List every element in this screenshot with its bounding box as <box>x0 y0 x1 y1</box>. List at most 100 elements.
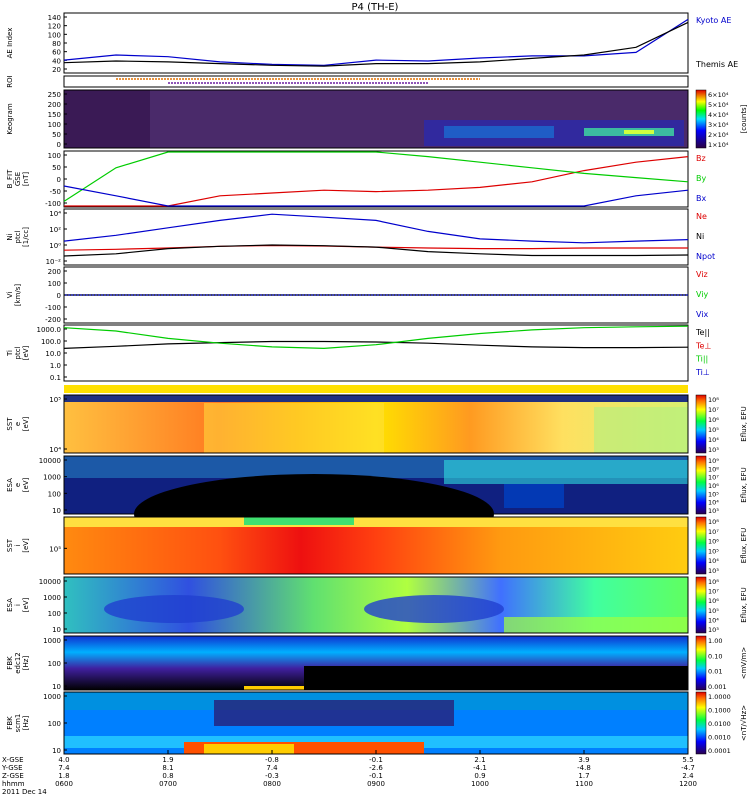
fbk_e-colorbar-label-group: <mV/m> <box>740 647 748 680</box>
keogram-ylabel-group: Keogram <box>6 103 14 134</box>
temperature-series-line <box>63 325 689 350</box>
density-series-line <box>63 213 689 244</box>
esa_e-ylabel: ESA <box>6 478 14 492</box>
sst-i-green <box>244 517 354 525</box>
xaxis-hhmm: 0600 <box>55 780 73 788</box>
bfgm-ylabel: [nT] <box>22 172 30 186</box>
keogram-colorbar-tick: 5×10⁴ <box>708 101 729 109</box>
fbk_b-ytick: 100 <box>48 720 61 728</box>
keogram-heatmap <box>64 90 688 148</box>
esa_e-ytick: 10000 <box>39 457 61 465</box>
density-ylabel: [1/cc] <box>22 227 30 247</box>
esa_i-colorbar-tick: 10⁸ <box>708 578 719 586</box>
density-ylabel-group: Ni ptcl [1/cc] <box>6 227 30 247</box>
esa_i-ylabel-group: ESA i [eV] <box>6 597 30 612</box>
esa_e-ytick: 1000 <box>43 474 61 482</box>
temperature-legend-entry: Ti⊥ <box>695 368 710 377</box>
esa_e-ytick: 10 <box>52 507 61 515</box>
velocity-ytick: 100 <box>48 280 61 288</box>
ae-ytick: 40 <box>52 57 61 65</box>
temperature-series-line <box>63 340 689 349</box>
sst_i-colorbar-tick: 10⁷ <box>708 528 719 536</box>
keogram-colorbar-tick: 3×10⁴ <box>708 121 729 129</box>
ae-ytick: 100 <box>48 31 61 39</box>
xaxis-zgse: 0.9 <box>474 772 485 780</box>
keogram-ytick: 50 <box>52 131 61 139</box>
sst_e-colorbar-label: Eflux, EFU <box>740 406 748 441</box>
fbk_b-ylabel: FBK <box>6 716 14 730</box>
sst_e-colorbar-tick: 10⁶ <box>708 416 719 424</box>
density-lines <box>63 213 689 257</box>
esa_i-colorbar-tick: 10³ <box>708 626 719 634</box>
fbk_b-ytick: 10 <box>52 747 61 755</box>
fbk_b-colorbar-tick: 0.0100 <box>708 720 731 728</box>
roi-ylabel: ROI <box>6 75 14 87</box>
density-ytick: 10² <box>49 226 61 234</box>
xaxis-ygse: -2.6 <box>369 764 383 772</box>
quality-strip <box>64 385 688 393</box>
esa_i-colorbar <box>695 576 707 634</box>
bfgm-ytick: 100 <box>48 152 61 160</box>
esa_e-colorbar-tick: 10³ <box>708 507 719 515</box>
sst_e-colorbar-label-group: Eflux, EFU <box>740 406 748 441</box>
fbk_b-ylabel-group: FBK scm1 [Hz] <box>6 714 30 733</box>
density-ylabel: Ni <box>6 233 14 240</box>
velocity-legend-entry: Vix <box>696 310 709 319</box>
bfgm-series-line <box>63 151 689 202</box>
xaxis-xgse: 1.9 <box>162 756 173 764</box>
sst_i-colorbar-tick: 10⁴ <box>708 557 719 565</box>
fbk-b-yellow <box>204 744 294 754</box>
temperature-ytick: 100.0 <box>41 338 61 346</box>
esa_e-ylabel: [eV] <box>22 477 30 492</box>
sst_e-heatmap <box>64 395 688 453</box>
bfgm-ytick: -50 <box>50 188 61 196</box>
esa_i-ylabel: ESA <box>6 598 14 612</box>
keogram-ytick: 0 <box>57 141 61 149</box>
esa_e-colorbar <box>695 455 707 515</box>
temperature-ytick: 1.0 <box>50 362 61 370</box>
bfgm-ylabel-group: B_FIT GSE [nT] <box>6 169 30 188</box>
keogram-arc <box>624 130 654 134</box>
sst_i-ylabel: [eV] <box>22 538 30 553</box>
density-legend-entry: Npot <box>696 252 715 261</box>
xaxis-zgse: 0.8 <box>162 772 173 780</box>
keogram-ytick: 100 <box>48 121 61 129</box>
esa_e-colorbar-tick: 10⁸ <box>708 465 719 473</box>
esa-i-blob <box>364 595 504 623</box>
keogram-colorbar-tick: 1×10⁴ <box>708 141 729 149</box>
esa_i-frame <box>63 576 689 634</box>
ae-ytick: 80 <box>52 40 61 48</box>
keogram-ytick: 150 <box>48 111 61 119</box>
sst_i-colorbar-tick: 10⁸ <box>708 518 719 526</box>
fbk_b-heatmap <box>64 692 688 754</box>
fbk_e-colorbar-tick: 0.01 <box>708 668 722 676</box>
keogram-colorbar <box>695 89 707 149</box>
fbk_e-ylabel: [Hz] <box>22 656 30 671</box>
keogram-ytick: 250 <box>48 91 61 99</box>
xaxis-row-label: Y-GSE <box>1 764 23 772</box>
keogram-arc <box>444 126 554 138</box>
fbk-b-dark <box>214 700 454 726</box>
temperature-legend-entry: Te|| <box>695 328 710 337</box>
xaxis-hhmm: 0700 <box>159 780 177 788</box>
fbk_b-colorbar-tick: 0.0001 <box>708 747 731 755</box>
fbk_e-colorbar-label: <mV/m> <box>740 647 748 680</box>
temperature-legend-entry: Te⊥ <box>695 341 711 350</box>
temperature-ylabel: Ti <box>6 350 14 357</box>
velocity-ytick: 0 <box>57 292 61 300</box>
sst_i-frame <box>63 516 689 575</box>
fbk_b-colorbar-label: <nT/√Hz> <box>740 705 748 741</box>
fbk_e-ylabel: edc12 <box>14 652 22 674</box>
sst-i-top-band <box>64 517 688 527</box>
sst_i-colorbar-label-group: Eflux, EFU <box>740 528 748 563</box>
density-ytick: 10⁴ <box>49 210 61 218</box>
fbk_e-heatmap <box>64 636 688 690</box>
velocity-ylabel: [km/s] <box>14 284 22 307</box>
velocity-ylabel-group: Vi [km/s] <box>6 284 22 307</box>
sst_e-colorbar-tick: 10⁸ <box>708 396 719 404</box>
chart-title: P4 (TH-E) <box>352 2 399 13</box>
temperature-ylabel-group: Ti ptcl [eV] <box>6 345 30 360</box>
sst_e-ylabel: SST <box>6 417 14 431</box>
fbk_e-colorbar-tick: 1.00 <box>708 637 722 645</box>
